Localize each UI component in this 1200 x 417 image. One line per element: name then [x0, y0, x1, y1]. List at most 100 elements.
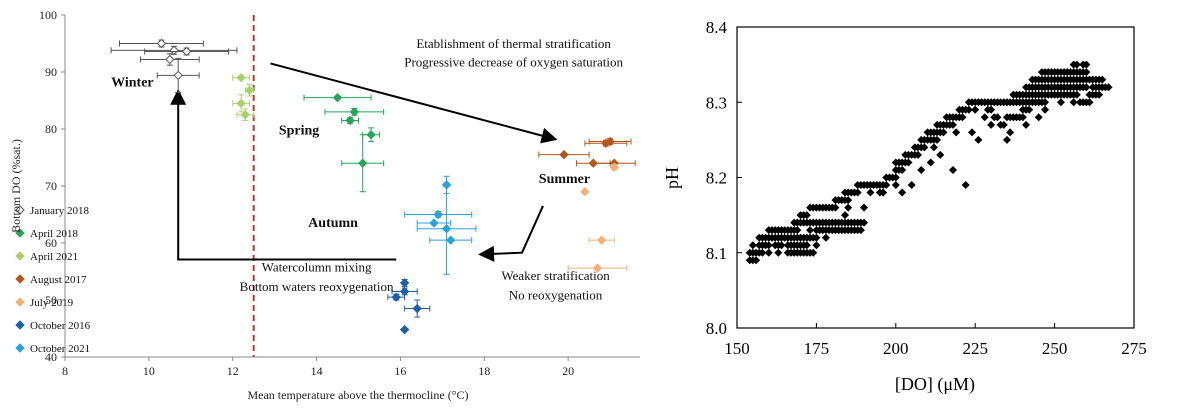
left-x-tick-label: 16 [394, 364, 406, 378]
right-y-tick-label: 8.3 [706, 93, 727, 112]
left-legend-label: January 2018 [30, 205, 89, 217]
right-data-point [1022, 120, 1031, 129]
right-data-point [821, 233, 830, 242]
left-legend-label: April 2021 [30, 251, 78, 263]
right-data-point [764, 248, 773, 257]
right-data-point [802, 241, 811, 250]
right-x-tick-label: 225 [962, 339, 988, 358]
right-data-point [1098, 75, 1107, 84]
right-data-point [939, 128, 948, 137]
left-data-point [596, 235, 607, 245]
right-data-point [958, 113, 967, 122]
right-y-tick-label: 8.4 [706, 18, 728, 37]
left-annotation: Spring [279, 124, 319, 139]
right-data-point [806, 226, 815, 235]
left-legend-label: July 2019 [30, 297, 74, 309]
right-y-tick-label: 8.0 [706, 319, 727, 338]
left-legend-marker [15, 251, 25, 261]
left-data-point [592, 263, 603, 273]
right-data-point [891, 181, 900, 190]
right-data-point [1069, 98, 1078, 107]
right-data-point [936, 150, 945, 159]
right-data-point [1041, 98, 1050, 107]
right-data-point [898, 165, 907, 174]
left-legend-marker [15, 320, 25, 330]
right-x-tick-label: 175 [804, 339, 830, 358]
left-data-point [332, 92, 343, 103]
right-data-point [1085, 98, 1094, 107]
left-y-axis-label: Bottom DO (%sat.) [9, 139, 23, 233]
left-annotation: Weaker stratification [501, 268, 610, 283]
left-data-point [169, 45, 179, 56]
right-data-point [952, 128, 961, 137]
right-data-point [844, 196, 853, 205]
right-data-point [758, 248, 767, 257]
left-annotation: Progressive decrease of oxygen saturatio… [404, 54, 623, 69]
right-data-point [812, 233, 821, 242]
left-annotation: No reoxygenation [509, 287, 603, 302]
right-x-tick-label: 250 [1042, 339, 1068, 358]
left-data-point [559, 149, 569, 160]
right-data-point [831, 203, 840, 212]
left-x-tick-label: 14 [311, 364, 323, 378]
left-annotation: Autumn [308, 216, 358, 231]
right-data-point [793, 226, 802, 235]
left-annotation: Summer [539, 172, 590, 187]
left-data-point [391, 292, 401, 302]
left-arrow [170, 88, 397, 261]
right-x-tick-label: 150 [724, 339, 750, 358]
right-data-point [860, 218, 869, 227]
right-data-point [948, 165, 957, 174]
left-x-axis-label: Mean temperature above the thermocline (… [247, 388, 468, 402]
left-legend-label: October 2016 [30, 320, 91, 332]
right-data-point [971, 105, 980, 114]
left-y-tick-label: 90 [45, 65, 57, 79]
left-legend-label: October 2021 [30, 343, 90, 355]
right-y-axis-label: pH [662, 167, 682, 189]
left-x-tick-label: 10 [143, 364, 155, 378]
right-data-point [1082, 60, 1091, 69]
right-data-point [993, 113, 1002, 122]
right-data-point [980, 113, 989, 122]
right-data-point [907, 181, 916, 190]
left-chart: 810121416182022405060708090100 Etablishm… [9, 8, 640, 402]
right-data-point [809, 248, 818, 257]
right-data-point [914, 150, 923, 159]
right-data-point [774, 248, 783, 257]
left-annotation: Watercolumn mixing [262, 260, 372, 275]
right-data-point [987, 120, 996, 129]
right-data-point [961, 181, 970, 190]
left-data-point [412, 303, 422, 314]
left-data-point [165, 54, 175, 65]
right-data-point [1104, 83, 1113, 92]
left-data-point [236, 72, 246, 83]
right-data-point [1095, 90, 1104, 99]
right-data-point [764, 241, 773, 250]
left-data-point [429, 218, 439, 228]
left-data-point [240, 110, 251, 120]
left-y-tick-label: 70 [45, 179, 57, 193]
left-legend-marker [15, 274, 25, 284]
left-y-tick-label: 50 [45, 293, 57, 307]
right-data-point [783, 248, 792, 257]
right-data-point [866, 188, 875, 197]
left-arrow [478, 205, 544, 262]
right-data-point [999, 120, 1008, 129]
left-x-tick-label: 12 [227, 364, 239, 378]
right-data-point [1034, 113, 1043, 122]
right-data-point [853, 188, 862, 197]
right-data-point [1025, 105, 1034, 114]
right-y-tick-label: 8.2 [706, 169, 727, 188]
right-data-point [929, 143, 938, 152]
left-legend-marker [15, 343, 25, 353]
right-data-point [802, 211, 811, 220]
right-y-tick-label: 8.1 [706, 244, 727, 263]
left-legend-marker [15, 297, 25, 307]
left-legend-marker [15, 228, 25, 238]
right-data-point [860, 203, 869, 212]
right-data-point [917, 165, 926, 174]
left-data-point [181, 46, 192, 57]
right-data-point [1018, 113, 1027, 122]
right-data-point [748, 241, 757, 250]
left-data-point [580, 186, 590, 197]
